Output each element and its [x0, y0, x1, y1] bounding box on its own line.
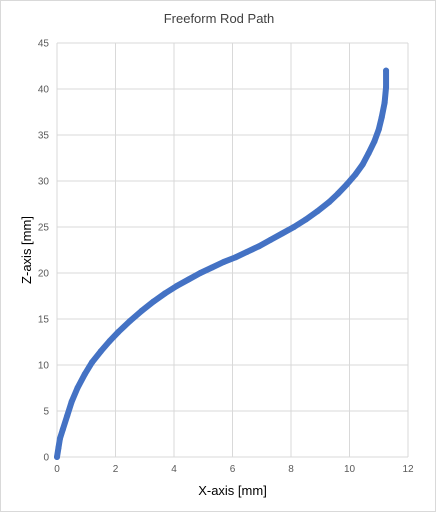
data-point [383, 84, 390, 91]
data-point [378, 114, 385, 121]
data-point [352, 171, 359, 178]
data-point [138, 307, 145, 314]
y-tick-label: 35 [38, 131, 50, 142]
x-tick-label: 4 [171, 464, 177, 475]
y-tick-labels: 0 5 10 15 20 25 30 35 40 45 [38, 39, 50, 464]
data-point [173, 282, 180, 289]
data-point [375, 126, 382, 133]
data-point [326, 199, 333, 206]
data-point [255, 243, 262, 250]
data-point [267, 236, 274, 243]
data-point [81, 371, 88, 378]
data-point [343, 181, 350, 188]
x-tick-label: 0 [54, 464, 60, 475]
y-tick-label: 5 [43, 407, 49, 418]
x-tick-label: 10 [344, 464, 356, 475]
data-point [359, 161, 366, 168]
data-point [115, 328, 122, 335]
data-point [279, 230, 286, 237]
y-tick-label: 0 [43, 453, 49, 464]
data-point [56, 435, 63, 442]
y-tick-label: 20 [38, 269, 50, 280]
data-point [74, 385, 81, 391]
data-point [383, 67, 390, 74]
data-point [381, 99, 388, 106]
chart-title: Freeform Rod Path [163, 11, 275, 26]
y-tick-label: 15 [38, 315, 50, 326]
data-point [209, 264, 216, 271]
data-point [54, 454, 60, 460]
data-point [97, 348, 104, 355]
data-point [127, 317, 134, 324]
data-point [365, 150, 372, 157]
x-tick-label: 6 [230, 464, 236, 475]
y-tick-label: 10 [38, 361, 50, 372]
x-tick-label: 12 [402, 464, 414, 475]
series-rod-path [54, 67, 390, 460]
data-point [197, 270, 204, 276]
y-tick-label: 30 [38, 177, 50, 188]
x-axis-title: X-axis [mm] [198, 483, 267, 498]
data-point [334, 190, 341, 197]
data-point [64, 412, 71, 419]
data-point [89, 359, 96, 366]
data-point [68, 398, 75, 405]
data-point [232, 254, 239, 261]
y-tick-label: 45 [38, 39, 50, 50]
data-point [244, 248, 251, 255]
data-point [55, 444, 62, 451]
data-point [106, 338, 113, 345]
y-tick-label: 25 [38, 223, 50, 234]
data-point [371, 138, 378, 145]
y-axis-title: Z-axis [mm] [19, 216, 34, 284]
x-tick-label: 2 [113, 464, 119, 475]
x-tick-labels: 0 2 4 6 8 10 12 [54, 464, 414, 475]
data-point [162, 290, 169, 297]
x-tick-label: 8 [288, 464, 294, 475]
y-tick-label: 40 [38, 85, 50, 96]
data-point [185, 276, 192, 283]
data-point [59, 426, 66, 433]
data-point [302, 216, 309, 223]
data-point [314, 208, 321, 215]
data-point [290, 224, 297, 230]
gridlines [56, 42, 409, 458]
data-point [150, 298, 157, 305]
data-point [220, 258, 227, 265]
